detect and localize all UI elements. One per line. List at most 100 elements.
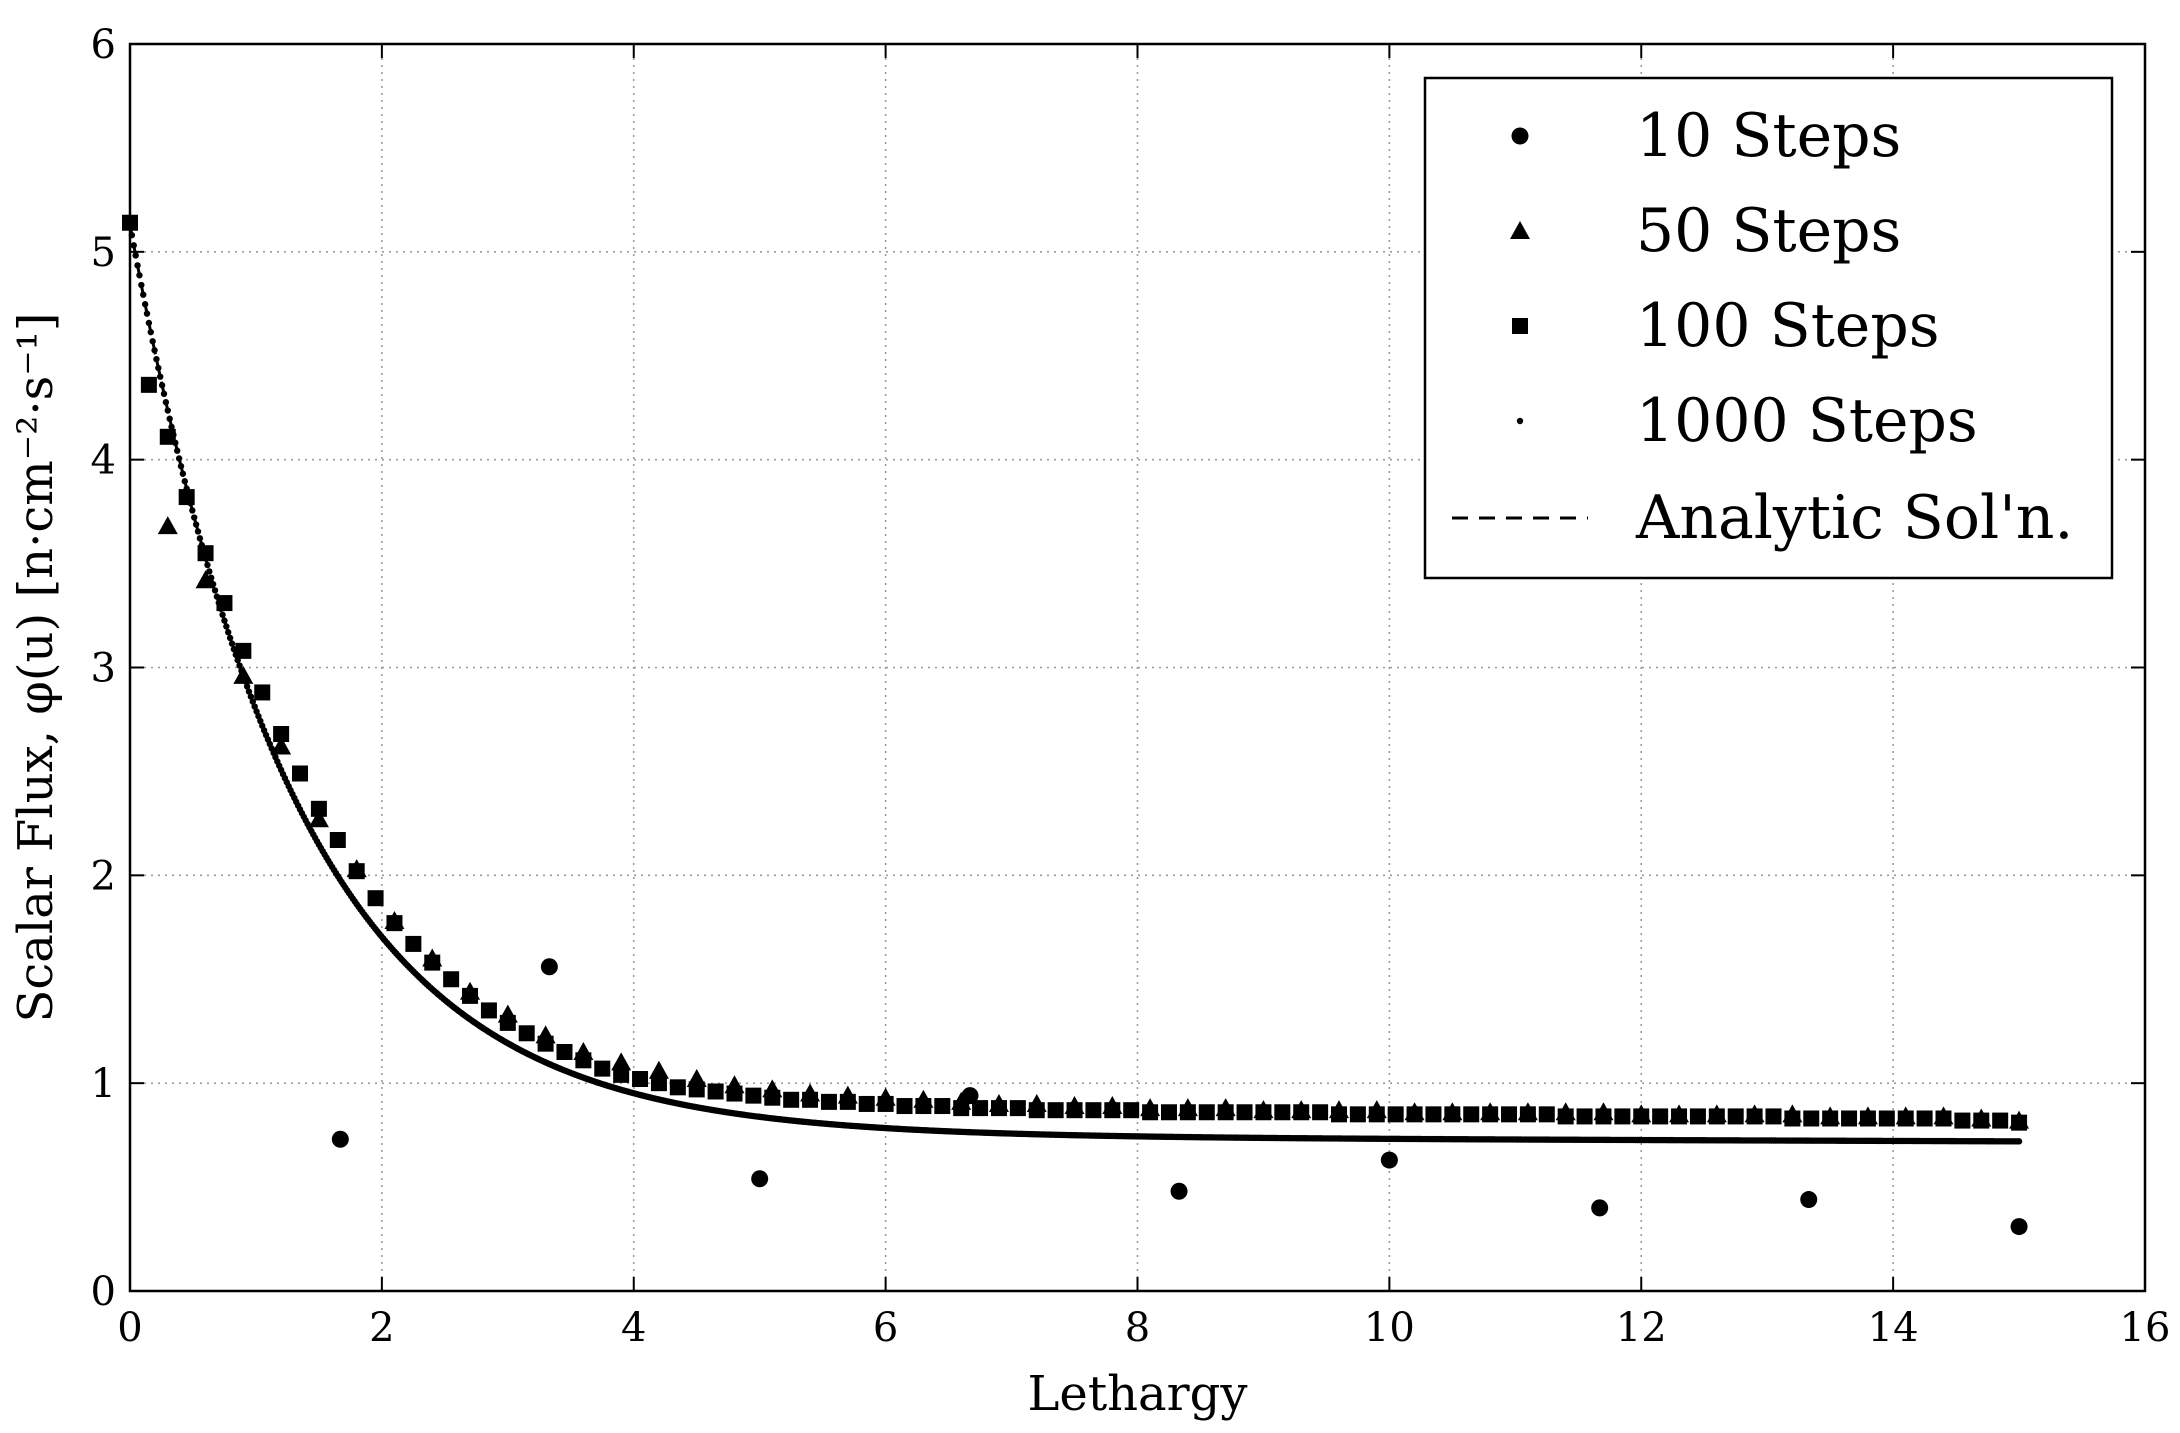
data-point-100-steps — [1463, 1106, 1480, 1123]
data-point-1000-steps — [251, 703, 258, 710]
data-point-10-steps — [331, 1130, 349, 1148]
data-point-1000-steps — [138, 281, 145, 289]
data-point-1000-steps — [164, 407, 171, 414]
data-point-1000-steps — [179, 470, 187, 477]
data-point-50-steps — [724, 1075, 745, 1094]
data-point-100-steps — [197, 545, 214, 562]
series-markers — [122, 214, 2030, 1236]
y-tick-label: 6 — [91, 22, 116, 68]
data-point-1000-steps — [228, 640, 236, 647]
grid-lines — [130, 44, 2145, 1291]
data-point-100-steps — [1538, 1106, 1555, 1123]
legend: 10 Steps 50 Steps 100 Steps 1000 Steps A… — [1423, 76, 2114, 580]
data-point-50-steps — [1669, 1104, 1690, 1123]
y-tick-label: 1 — [91, 1061, 116, 1107]
data-point-1000-steps — [158, 382, 166, 389]
data-point-1000-steps — [247, 693, 255, 700]
data-point-1000-steps — [206, 568, 213, 575]
data-point-1000-steps — [149, 338, 156, 345]
data-point-1000-steps — [155, 364, 162, 372]
data-point-100-steps — [310, 800, 327, 817]
data-point-50-steps — [233, 665, 254, 684]
data-point-1000-steps — [181, 478, 188, 485]
legend-label: 100 Steps — [1636, 291, 1940, 361]
data-point-1000-steps — [226, 634, 234, 642]
data-point-50-steps — [2009, 1110, 2030, 1129]
data-point-100-steps — [1916, 1110, 1933, 1127]
series-10-steps — [331, 958, 2028, 1236]
data-point-1000-steps — [160, 390, 168, 398]
data-point-100-steps — [1841, 1110, 1858, 1127]
data-point-50-steps — [1215, 1098, 1236, 1117]
legend-box — [1423, 76, 2114, 580]
data-point-100-steps — [329, 832, 346, 849]
data-point-100-steps — [1878, 1110, 1895, 1127]
data-point-100-steps — [1387, 1106, 1404, 1123]
data-point-50-steps — [1291, 1100, 1312, 1119]
data-point-50-steps — [1064, 1096, 1085, 1115]
data-point-50-steps — [1480, 1102, 1501, 1121]
data-point-50-steps — [384, 911, 405, 930]
data-point-50-steps — [1517, 1102, 1538, 1121]
data-point-1000-steps — [191, 514, 198, 521]
data-point-100-steps — [820, 1093, 837, 1110]
data-point-50-steps — [497, 1004, 518, 1023]
data-point-1000-steps — [162, 399, 170, 406]
data-point-100-steps — [707, 1083, 724, 1100]
data-point-100-steps — [896, 1098, 913, 1115]
data-point-100-steps — [254, 684, 271, 701]
data-point-50-steps — [913, 1089, 934, 1108]
legend-entry-10-steps: 10 Steps — [1511, 101, 1901, 171]
data-point-100-steps — [1312, 1104, 1329, 1121]
data-point-1000-steps — [140, 291, 147, 298]
data-point-1000-steps — [147, 328, 154, 336]
data-point-100-steps — [669, 1079, 686, 1096]
data-point-10-steps — [1591, 1199, 1609, 1217]
legend-symbol-circle — [1511, 127, 1529, 145]
data-point-1000-steps — [143, 310, 151, 317]
legend-entry-50-steps: 50 Steps — [1510, 196, 1901, 266]
data-point-100-steps — [1047, 1102, 1064, 1119]
data-point-100-steps — [1576, 1108, 1593, 1125]
data-point-50-steps — [271, 736, 292, 755]
data-point-50-steps — [422, 948, 443, 967]
data-point-50-steps — [648, 1060, 669, 1079]
data-point-50-steps — [1329, 1100, 1349, 1119]
data-point-50-steps — [686, 1069, 707, 1088]
data-point-50-steps — [1442, 1102, 1463, 1121]
data-point-100-steps — [1274, 1104, 1291, 1121]
data-point-50-steps — [1631, 1104, 1652, 1123]
data-point-50-steps — [988, 1093, 1009, 1112]
data-point-50-steps — [1593, 1102, 1614, 1121]
data-point-100-steps — [443, 971, 460, 988]
legend-symbol-square — [1512, 318, 1528, 334]
data-point-50-steps — [1404, 1102, 1425, 1121]
legend-label: 1000 Steps — [1636, 386, 1978, 456]
x-tick-label: 2 — [369, 1305, 394, 1351]
data-point-1000-steps — [194, 528, 202, 535]
data-point-50-steps — [1971, 1108, 1992, 1127]
data-point-10-steps — [961, 1087, 979, 1105]
data-point-100-steps — [858, 1095, 875, 1112]
x-tick-label: 16 — [2120, 1305, 2171, 1351]
data-point-1000-steps — [151, 347, 158, 354]
data-point-100-steps — [216, 595, 233, 612]
data-point-1000-steps — [219, 611, 226, 618]
data-point-50-steps — [611, 1052, 632, 1071]
data-point-100-steps — [518, 1025, 535, 1042]
y-tick-label: 3 — [91, 646, 116, 692]
data-point-100-steps — [405, 935, 422, 952]
legend-entry-100-steps: 100 Steps — [1512, 291, 1940, 361]
data-point-100-steps — [1727, 1108, 1744, 1125]
data-point-1000-steps — [130, 242, 137, 249]
data-point-1000-steps — [253, 708, 260, 715]
y-tick-label: 2 — [91, 853, 116, 899]
data-point-100-steps — [292, 765, 309, 782]
data-point-100-steps — [1085, 1102, 1102, 1119]
data-point-50-steps — [800, 1083, 821, 1102]
y-tick-label: 0 — [91, 1269, 116, 1315]
x-tick-label: 10 — [1364, 1305, 1415, 1351]
data-point-50-steps — [1820, 1106, 1841, 1125]
data-point-1000-steps — [141, 301, 149, 308]
data-point-100-steps — [1652, 1108, 1669, 1125]
